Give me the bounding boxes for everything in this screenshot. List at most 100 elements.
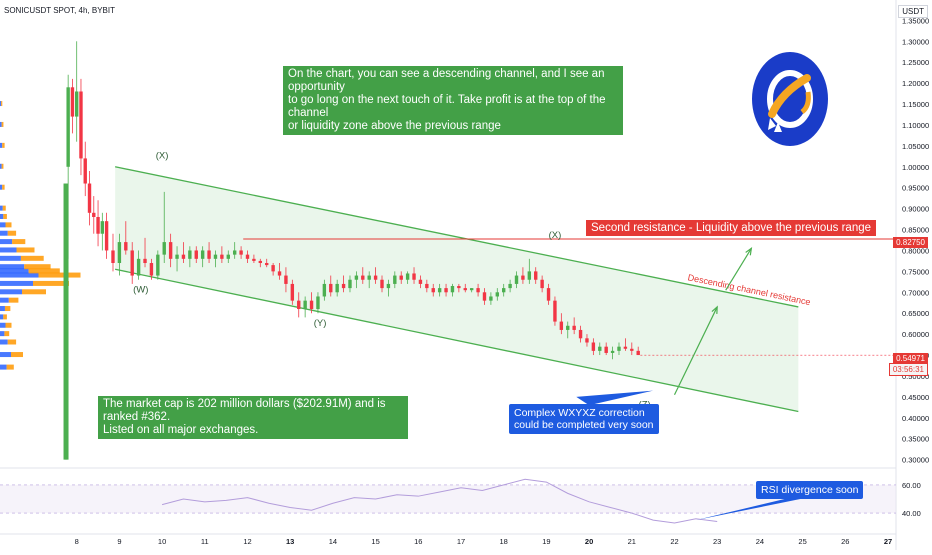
candle-body xyxy=(591,342,596,351)
candle-body xyxy=(425,283,429,289)
price-tick-label: 1.15000 xyxy=(902,100,929,109)
candle-body xyxy=(124,242,128,251)
candle-body xyxy=(284,275,288,284)
candle-body xyxy=(412,273,416,280)
candle-body xyxy=(232,250,237,255)
volume-bar-sell xyxy=(6,364,14,370)
volume-bar-sell xyxy=(1,101,3,107)
candle-body xyxy=(610,350,615,353)
candle-body xyxy=(540,279,544,289)
time-tick-label: 20 xyxy=(585,537,593,546)
wave-label: (X) xyxy=(549,230,562,241)
candle-body xyxy=(566,325,570,330)
price-tick-label: 0.35000 xyxy=(902,435,929,444)
candle-body xyxy=(341,283,346,289)
volume-bar-sell xyxy=(20,255,44,261)
candle-body xyxy=(393,275,397,284)
candle-body xyxy=(386,283,391,289)
projection-arrow-1 xyxy=(673,306,718,396)
price-tick-label: 1.20000 xyxy=(902,79,929,88)
price-tick-label: 1.25000 xyxy=(902,58,929,67)
candle-body xyxy=(156,254,160,276)
price-tick-label: 1.35000 xyxy=(902,16,929,25)
top-analysis-note: On the chart, you can see a descending c… xyxy=(283,66,623,135)
candle-body xyxy=(373,275,378,280)
rsi-panel: 60.00 40.00 xyxy=(0,467,921,535)
volume-bar-buy xyxy=(0,121,2,127)
price-tick-label: 1.00000 xyxy=(902,163,929,172)
wave-label: (X) xyxy=(156,150,169,161)
volume-bar-buy xyxy=(0,280,33,286)
volume-bar-buy xyxy=(0,297,9,303)
candle-body xyxy=(623,346,628,349)
market-cap-note: The market cap is 202 million dollars ($… xyxy=(98,396,408,439)
volume-bar-sell xyxy=(28,268,60,274)
candle-body xyxy=(297,300,301,310)
candle-body xyxy=(322,283,327,297)
candle-body xyxy=(431,288,435,293)
volume-bar-sell xyxy=(2,142,5,148)
time-tick-label: 12 xyxy=(243,537,251,546)
candle-body xyxy=(162,242,166,255)
candle-body xyxy=(149,263,154,276)
volume-bar-buy xyxy=(0,264,25,270)
currency-unit[interactable]: USDT xyxy=(898,5,928,18)
volume-bar-buy xyxy=(0,205,3,211)
candle-body xyxy=(130,250,134,276)
volume-bar-sell xyxy=(16,247,35,253)
candle-body xyxy=(258,260,263,264)
volume-bar-buy xyxy=(0,314,4,320)
candle-body xyxy=(316,296,320,310)
candle-body xyxy=(66,87,70,167)
candle-body xyxy=(245,254,250,259)
volume-bar-sell xyxy=(24,264,51,270)
volume-bar-buy xyxy=(0,339,8,345)
time-tick-label: 18 xyxy=(500,537,508,546)
volume-bar-sell xyxy=(2,205,6,211)
countdown-tag: 03:56:31 xyxy=(888,363,928,376)
volume-bar-buy xyxy=(0,331,5,337)
time-axis: 8 9 10 11 12 13 14 15 16 17 18 19 20 21 22 23 24 25 26 27 xyxy=(75,537,893,546)
volume-bar-sell xyxy=(4,331,10,337)
time-tick-label: 10 xyxy=(158,537,166,546)
price-tick-label: 1.05000 xyxy=(902,142,929,151)
volume-bar-sell xyxy=(2,184,5,190)
wave-label: (W) xyxy=(133,284,148,295)
volume-bar-buy xyxy=(0,255,21,261)
candle-body xyxy=(405,273,410,280)
price-tick-label: 0.40000 xyxy=(902,414,929,423)
volume-bar-buy xyxy=(0,230,8,236)
correction-note: Complex WXYXZ correction could be comple… xyxy=(509,404,659,434)
volume-bar-buy xyxy=(0,268,29,274)
candle-body xyxy=(290,283,295,301)
projection-arrow-2-head xyxy=(745,247,753,256)
price-tick-label: 1.30000 xyxy=(902,37,929,46)
candle-body xyxy=(111,250,115,264)
candle-body xyxy=(136,258,141,276)
channel-lower-line xyxy=(114,268,799,413)
time-tick-label: 26 xyxy=(841,537,849,546)
rsi-line xyxy=(161,478,718,524)
candle-body xyxy=(265,263,269,266)
candle-body xyxy=(79,91,83,159)
candle-body xyxy=(96,216,100,234)
chart-title: SONICUSDT SPOT, 4h, BYBIT xyxy=(4,6,115,15)
time-tick-label: 14 xyxy=(329,537,337,546)
time-tick-label: 8 xyxy=(75,537,79,546)
volume-bar-sell xyxy=(5,222,12,228)
candle-body xyxy=(604,346,608,353)
candle-body xyxy=(239,250,243,255)
candle-body xyxy=(303,300,307,310)
volume-bar-buy xyxy=(0,239,13,245)
candle-body xyxy=(75,91,79,117)
time-tick-label: 11 xyxy=(201,537,209,546)
price-tick-label: 0.50000 xyxy=(902,372,929,381)
candle-body xyxy=(207,250,211,259)
time-tick-label: 17 xyxy=(457,537,465,546)
volume-bar-buy xyxy=(0,272,39,278)
time-tick-label: 23 xyxy=(713,537,721,546)
volume-bar-sell xyxy=(5,322,12,328)
candle-body xyxy=(83,158,87,184)
candle-body xyxy=(181,254,186,259)
